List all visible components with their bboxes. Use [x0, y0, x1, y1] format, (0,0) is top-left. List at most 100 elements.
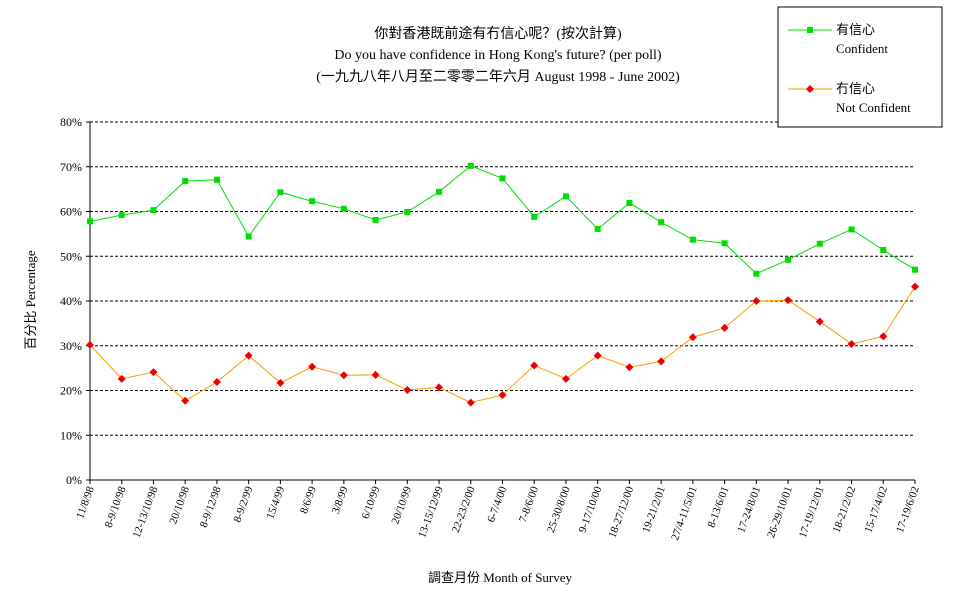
data-point [339, 371, 348, 380]
data-point [594, 225, 601, 232]
chart-title-line-2: Do you have confidence in Hong Kong's fu… [334, 48, 661, 63]
data-point [720, 323, 729, 332]
data-point [404, 208, 411, 215]
data-point [912, 266, 918, 273]
x-tick-label: 19-21/2/01 [640, 485, 668, 534]
data-point [561, 374, 570, 383]
x-tick-label: 15/4/99 [264, 484, 287, 520]
data-point [308, 362, 317, 371]
data-point [181, 396, 190, 405]
y-tick-label: 0% [66, 473, 82, 487]
data-point [531, 213, 538, 220]
data-point [815, 317, 824, 326]
series-line [89, 286, 916, 404]
legend-marker-not-confident [806, 85, 814, 93]
data-point [340, 205, 347, 212]
legend-label-not-confident-zh: 冇信心 [836, 81, 875, 96]
data-point [658, 219, 665, 226]
data-point [87, 218, 93, 225]
y-tick-label: 50% [60, 249, 82, 263]
series-line [89, 165, 916, 275]
data-point [911, 282, 919, 291]
data-point [244, 351, 253, 360]
data-point [277, 189, 284, 196]
data-point [213, 176, 220, 183]
data-point [371, 370, 380, 379]
data-point [117, 374, 126, 383]
data-point [498, 390, 507, 399]
data-point [150, 207, 157, 214]
y-tick-label: 80% [60, 115, 82, 129]
axes [89, 122, 915, 481]
legend-label-confident-zh: 有信心 [836, 22, 875, 37]
data-point [403, 386, 412, 395]
y-axis-label: 百分比 Percentage [23, 250, 38, 350]
y-tick-label: 20% [60, 384, 82, 398]
data-point [309, 198, 316, 205]
data-point [212, 377, 221, 386]
x-tick-label: 17-24/8/01 [735, 485, 763, 534]
data-point [436, 188, 443, 195]
x-tick-label: 12-13/10/98 [131, 484, 161, 539]
x-tick-label: 8/6/99 [298, 484, 319, 515]
y-tick-label: 70% [60, 160, 82, 174]
legend-box [777, 6, 943, 128]
data-point [880, 246, 887, 253]
data-point [86, 340, 94, 349]
data-point [530, 361, 539, 370]
data-point [721, 240, 728, 247]
data-point [752, 297, 761, 305]
data-point [626, 199, 633, 206]
x-tick-label: 15-17/4/02 [862, 485, 890, 534]
x-tick-label: 17-19/6/02 [894, 485, 922, 534]
data-point [784, 296, 793, 305]
x-tick-label: 9-17/10/00 [577, 484, 605, 534]
y-tick-label: 10% [60, 428, 82, 442]
x-tick-label: 6-7/4/00 [485, 484, 509, 524]
x-tick-label: 25-30/8/00 [545, 484, 573, 534]
data-point [879, 332, 888, 341]
chart-title-line-3: (一九九八年八月至二零零二年六月 August 1998 - June 2002… [316, 69, 680, 85]
chart-title: 你對香港既前途有冇信心呢？(按次計算) Do you have confiden… [316, 25, 680, 85]
data-point [435, 383, 444, 392]
data-point [276, 378, 285, 387]
x-tick-label: 6/10/99 [360, 484, 383, 520]
data-point [625, 363, 634, 372]
x-tick-label: 20/10/99 [389, 484, 414, 525]
data-point [182, 178, 189, 185]
series-confident [87, 162, 918, 277]
data-point [816, 240, 823, 247]
x-tick-label: 20/10/98 [167, 484, 192, 525]
data-point [657, 357, 666, 366]
x-tick-label: 8-9/10/98 [103, 484, 129, 529]
series-group [86, 162, 919, 407]
x-axis-ticks: 11/8/98 8-9/10/98 12-13/10/98 20/10/98 8-9/1… [74, 480, 922, 542]
legend-marker-confident [807, 27, 813, 33]
x-tick-label: 8-13/6/01 [706, 485, 732, 529]
data-point [753, 270, 760, 277]
chart-title-line-1: 你對香港既前途有冇信心呢？(按次計算) [374, 25, 622, 42]
data-point [499, 175, 506, 182]
data-point [847, 339, 856, 348]
data-point [689, 236, 696, 243]
legend-label-not-confident-en: Not Confident [836, 100, 911, 115]
y-tick-label: 30% [60, 339, 82, 353]
x-tick-label: 13-15/12/99 [416, 484, 446, 539]
data-point [149, 368, 158, 377]
data-point [688, 333, 697, 342]
x-tick-label: 3/8/99 [330, 484, 351, 515]
data-point [245, 233, 252, 240]
data-point [848, 226, 855, 233]
x-tick-label: 22-23/2/00 [450, 484, 478, 534]
x-tick-label: 17-19/12/01 [797, 485, 827, 540]
series-not-confident [86, 282, 919, 407]
gridlines [90, 121, 915, 436]
x-tick-label: 8-9/2/99 [231, 484, 255, 524]
x-tick-label: 7-8/6/00 [517, 484, 541, 524]
data-point [118, 212, 125, 219]
data-point [372, 217, 379, 224]
x-tick-label: 18-27/12/00 [607, 484, 637, 539]
legend: 有信心 Confident 冇信心 Not Confident [777, 6, 943, 128]
legend-label-confident-en: Confident [836, 41, 888, 56]
data-point [466, 398, 475, 407]
